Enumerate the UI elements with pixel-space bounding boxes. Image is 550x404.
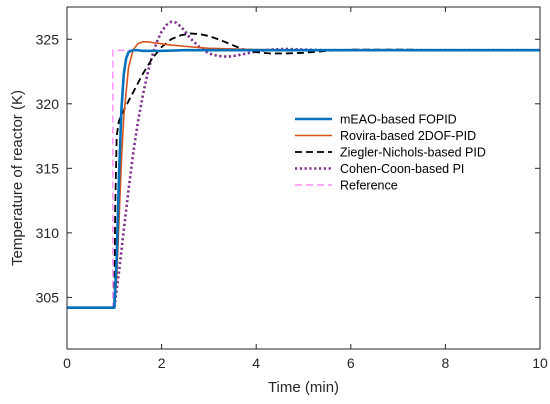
series-line-2 (67, 32, 540, 309)
series-line-3 (67, 20, 540, 310)
legend: mEAO-based FOPID Rovira-based 2DOF-PID Zie… (295, 113, 486, 193)
series-layer (67, 20, 540, 310)
y-tick-label: 305 (36, 289, 60, 305)
x-tick-label: 0 (63, 355, 71, 371)
y-axis-label: Temperature of reactor (K) (9, 90, 26, 266)
x-tick-label: 2 (158, 355, 166, 371)
x-tick-label: 10 (532, 355, 548, 371)
ticks-layer: 0 2 4 6 8 10 305 310 315 320 325 (36, 7, 548, 371)
legend-label-1: Rovira-based 2DOF-PID (340, 129, 476, 143)
legend-label-3: Cohen-Coon-based PI (340, 162, 464, 176)
series-line-0 (67, 48, 540, 310)
x-tick-label: 6 (347, 355, 355, 371)
legend-label-4: Reference (340, 179, 398, 193)
y-tick-label: 315 (36, 160, 60, 176)
y-tick-label: 320 (36, 96, 60, 112)
legend-label-0: mEAO-based FOPID (340, 113, 457, 127)
x-axis-label: Time (min) (268, 379, 339, 396)
series-line-4 (67, 49, 540, 309)
y-tick-label: 325 (36, 31, 60, 47)
y-tick-label: 310 (36, 225, 60, 241)
plot-frame (66, 6, 541, 350)
x-tick-label: 8 (442, 355, 450, 371)
x-tick-label: 4 (252, 355, 260, 371)
legend-label-2: Ziegler-Nichols-based PID (340, 146, 486, 160)
